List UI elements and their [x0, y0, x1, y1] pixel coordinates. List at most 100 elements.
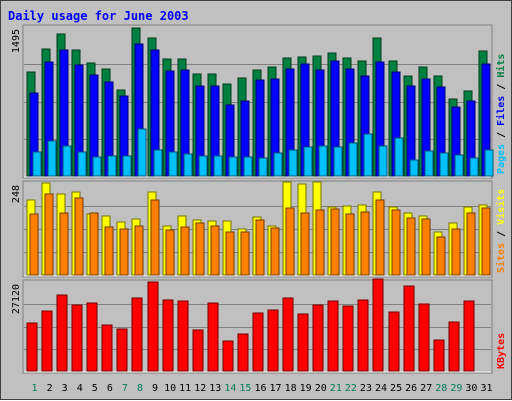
- bar-pages-day-24: [378, 145, 388, 177]
- bar-kbytes-day-3: [56, 294, 68, 372]
- x-tick-label: 10: [164, 383, 176, 394]
- bar-kbytes-day-10: [162, 299, 174, 372]
- bar-pages-day-31: [484, 149, 494, 177]
- bar-sites-day-10: [165, 229, 175, 276]
- bar-kbytes-day-6: [101, 324, 113, 372]
- bar-kbytes-day-17: [267, 309, 279, 372]
- bar-sites-day-19: [300, 212, 310, 276]
- bar-kbytes-day-29: [448, 321, 460, 372]
- bar-pages-day-4: [77, 151, 87, 177]
- bar-pages-day-8: [137, 128, 147, 177]
- bar-sites-day-26: [406, 217, 416, 276]
- legend-separator: /: [496, 225, 507, 243]
- bar-kbytes-day-21: [327, 300, 339, 372]
- x-tick-label: 15: [239, 383, 251, 394]
- bar-kbytes-day-2: [41, 310, 53, 372]
- bar-kbytes-day-12: [192, 329, 204, 372]
- bar-sites-day-2: [44, 193, 54, 276]
- bar-kbytes-day-13: [207, 302, 219, 372]
- bar-sites-day-22: [345, 213, 355, 276]
- bar-sites-day-9: [150, 199, 160, 276]
- bar-kbytes-day-9: [147, 281, 159, 372]
- bar-pages-day-17: [273, 152, 283, 177]
- bar-pages-day-26: [409, 159, 419, 177]
- bar-kbytes-day-27: [418, 303, 430, 372]
- bar-pages-day-9: [153, 149, 163, 177]
- bar-pages-day-2: [47, 140, 57, 177]
- bar-sites-day-3: [59, 212, 69, 276]
- bar-pages-day-13: [213, 155, 223, 177]
- bar-pages-day-28: [439, 152, 449, 177]
- x-axis-labels: 1 2 3 4 5 6 7 8 9 10 11 12 13 14 15 16 17 18 19 20 21 22 23 24 2…: [32, 383, 493, 394]
- legend-separator: /: [496, 78, 507, 96]
- x-tick-label: 19: [300, 383, 312, 394]
- bar-pages-day-22: [348, 142, 358, 177]
- x-tick-label: 4: [77, 383, 83, 394]
- chart-panels: 1495 Pages / Files / Hits 248 Sites / Visit…: [11, 24, 507, 374]
- x-tick-label: 3: [62, 383, 68, 394]
- panel-visits: 248 Sites / Visits: [11, 180, 507, 278]
- bar-sites-day-11: [180, 226, 190, 276]
- bar-kbytes-day-5: [86, 302, 98, 372]
- bar-kbytes-day-7: [116, 328, 128, 372]
- bar-kbytes-day-18: [282, 297, 294, 372]
- x-tick-label: 29: [450, 383, 462, 394]
- x-tick-label: 30: [465, 383, 477, 394]
- panel-kbytes-max-label: 27120: [11, 284, 22, 314]
- bar-sites-day-25: [391, 209, 401, 276]
- series-pages: [32, 128, 494, 177]
- x-tick-label: 21: [330, 383, 342, 394]
- series-sites: [29, 193, 491, 276]
- chart-title: Daily usage for June 2003: [8, 9, 189, 23]
- x-tick-label: 5: [92, 383, 98, 394]
- x-tick-label: 18: [285, 383, 297, 394]
- bar-kbytes-day-20: [312, 304, 324, 372]
- x-tick-label: 8: [137, 383, 143, 394]
- x-tick-label: 22: [345, 383, 357, 394]
- x-tick-label: 9: [152, 383, 158, 394]
- panel-visits-max-label: 248: [11, 185, 22, 203]
- x-tick-label: 24: [375, 383, 387, 394]
- bar-pages-day-25: [394, 137, 404, 177]
- bar-kbytes-day-26: [403, 285, 415, 372]
- bar-kbytes-day-11: [177, 300, 189, 372]
- panel-visits-legend: Sites / Visits: [495, 189, 507, 273]
- series-files: [29, 43, 491, 177]
- bar-pages-day-5: [92, 156, 102, 177]
- bar-kbytes-day-25: [388, 311, 400, 372]
- bar-pages-day-1: [32, 151, 42, 177]
- bar-sites-day-1: [29, 213, 39, 276]
- bar-pages-day-7: [122, 155, 132, 177]
- bar-pages-day-14: [228, 156, 238, 177]
- x-tick-label: 31: [480, 383, 492, 394]
- bar-kbytes-day-14: [222, 340, 234, 372]
- bar-pages-day-23: [363, 133, 373, 177]
- bar-kbytes-day-19: [297, 313, 309, 372]
- panel-kbytes-legend: KBytes: [496, 333, 507, 369]
- x-tick-label: 13: [209, 383, 221, 394]
- bar-sites-day-16: [255, 219, 265, 276]
- x-tick-label: 17: [270, 383, 282, 394]
- x-tick-label: 26: [405, 383, 417, 394]
- bar-pages-day-29: [454, 154, 464, 177]
- panel-hits-max-label: 1495: [11, 29, 22, 53]
- bar-sites-day-20: [315, 209, 325, 276]
- bar-pages-day-19: [303, 146, 313, 177]
- bar-sites-day-4: [74, 197, 84, 276]
- bar-pages-day-16: [258, 157, 268, 177]
- legend-hits: Hits: [495, 54, 507, 78]
- bar-pages-day-21: [333, 146, 343, 177]
- x-tick-label: 11: [179, 383, 191, 394]
- x-tick-label: 25: [390, 383, 402, 394]
- bar-sites-day-30: [466, 212, 476, 276]
- bar-sites-day-15: [240, 231, 250, 276]
- series-kbytes: [26, 278, 475, 372]
- panel-hits: 1495 Pages / Files / Hits: [11, 24, 507, 179]
- bar-sites-day-24: [375, 199, 385, 276]
- bar-sites-day-23: [360, 211, 370, 276]
- bar-kbytes-day-15: [237, 333, 249, 372]
- x-tick-label: 1: [32, 383, 38, 394]
- bar-sites-day-7: [119, 228, 129, 276]
- bar-pages-day-10: [168, 151, 178, 177]
